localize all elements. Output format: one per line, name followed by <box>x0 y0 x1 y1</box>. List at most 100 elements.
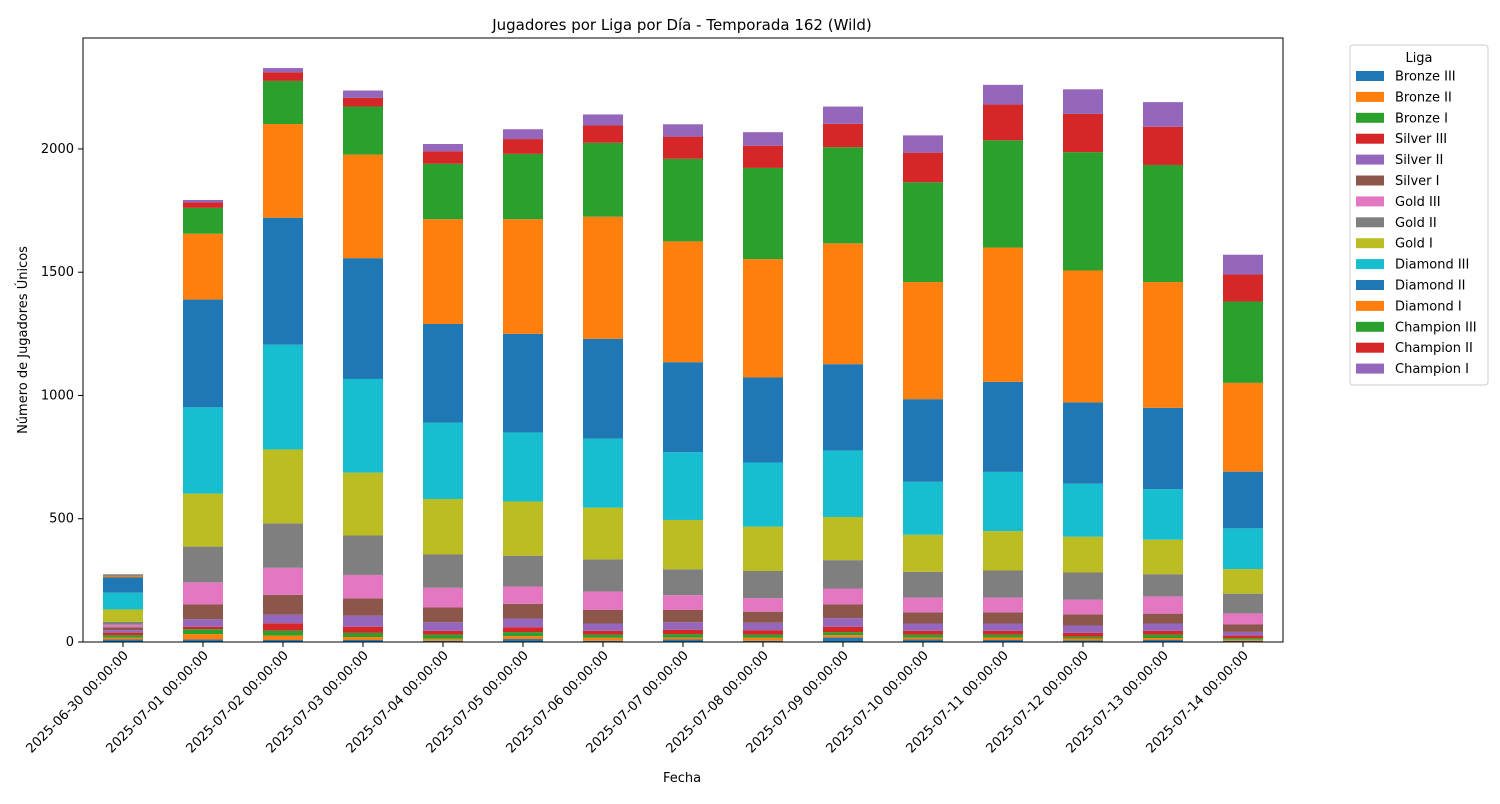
bar-segment <box>983 638 1023 640</box>
bar-segment <box>103 625 143 627</box>
bar-segment <box>183 407 223 493</box>
bar-segment <box>1143 282 1183 408</box>
legend-label: Diamond II <box>1395 279 1466 294</box>
bar-segment <box>743 146 783 168</box>
legend-swatch <box>1356 134 1384 144</box>
bar-segment <box>1143 614 1183 624</box>
bar-segment <box>183 234 223 300</box>
bar-segment <box>343 575 383 598</box>
bar-segment <box>423 499 463 554</box>
bar-segment <box>503 219 543 334</box>
bar-segment <box>343 473 383 536</box>
bar-segment <box>343 98 383 107</box>
legend-label: Bronze III <box>1395 70 1456 85</box>
bar-segment <box>663 124 703 136</box>
bar-segment <box>263 568 303 595</box>
legend-swatch <box>1356 238 1384 248</box>
y-tick-label: 1500 <box>41 265 74 280</box>
bar-segment <box>1143 574 1183 596</box>
bar-segment <box>1223 632 1263 636</box>
legend-label: Silver III <box>1395 132 1447 147</box>
bar-segment <box>663 569 703 595</box>
bar-segment <box>503 139 543 154</box>
bar-segment <box>503 587 543 604</box>
bar-segment <box>503 636 543 639</box>
bar-segment <box>583 631 623 635</box>
bar-segment <box>823 107 863 124</box>
bar-segment <box>503 154 543 219</box>
bar-segment <box>343 633 383 637</box>
bar-segment <box>663 137 703 159</box>
bar-segment <box>583 624 623 631</box>
bar-segment <box>423 324 463 423</box>
bar-segment <box>583 126 623 143</box>
bar-segment <box>503 632 543 636</box>
bar-segment <box>183 547 223 583</box>
bar-segment <box>423 144 463 151</box>
bar-segment <box>263 345 303 450</box>
bar-segment <box>743 527 783 571</box>
bar-segment <box>823 635 863 637</box>
bar-segment <box>103 630 143 632</box>
legend-title: Liga <box>1405 51 1432 66</box>
bar-segment <box>1063 625 1103 632</box>
bar-segment <box>903 572 943 598</box>
bar-segment <box>743 168 783 259</box>
bar-segment <box>743 638 783 641</box>
bar-segment <box>823 560 863 588</box>
bar-segment <box>263 449 303 523</box>
bar-segment <box>1223 569 1263 594</box>
bar-segment <box>103 627 143 630</box>
y-tick-label: 0 <box>66 635 74 650</box>
legend-label: Silver II <box>1395 153 1443 168</box>
bar-segment <box>263 81 303 124</box>
bar-segment <box>1063 639 1103 641</box>
bar-segment <box>903 598 943 613</box>
bar-segment <box>1063 89 1103 114</box>
bar-segment <box>263 218 303 345</box>
legend-label: Silver I <box>1395 174 1439 189</box>
bar-segment <box>903 182 943 282</box>
bar-segment <box>183 627 223 629</box>
bar-segment <box>983 531 1023 570</box>
bar-segment <box>743 132 783 146</box>
legend-swatch <box>1356 196 1384 206</box>
bar-segment <box>1143 489 1183 540</box>
legend-label: Champion I <box>1395 362 1469 377</box>
bar-segment <box>263 595 303 615</box>
bar-segment <box>343 637 383 640</box>
bar-segment <box>743 623 783 630</box>
bar-segment <box>183 202 223 207</box>
bar-segment <box>983 624 1023 631</box>
bar-segment <box>983 635 1023 638</box>
bar-segment <box>903 153 943 183</box>
legend-label: Gold I <box>1395 237 1433 252</box>
bar-segment <box>1143 408 1183 489</box>
bar-segment <box>423 631 463 635</box>
bar-segment <box>103 609 143 621</box>
legend-swatch <box>1356 364 1384 374</box>
bar-segment <box>1063 633 1103 637</box>
bar-segment <box>343 379 383 473</box>
bar-segment <box>1063 572 1103 599</box>
y-axis-label: Número de Jugadores Únicos <box>15 246 31 434</box>
bar-segment <box>503 501 543 555</box>
bar-segment <box>1223 640 1263 641</box>
bar-segment <box>343 598 383 615</box>
bar-segment <box>1063 114 1103 152</box>
bars-layer <box>103 68 1263 642</box>
bar-segment <box>583 508 623 560</box>
bar-segment <box>823 147 863 243</box>
legend-label: Diamond III <box>1395 258 1469 273</box>
bar-segment <box>903 612 943 623</box>
bar-segment <box>583 638 623 641</box>
bar-segment <box>823 638 863 642</box>
legend-swatch <box>1356 155 1384 165</box>
bar-segment <box>1143 624 1183 631</box>
bar-segment <box>1063 614 1103 625</box>
legend-swatch <box>1356 217 1384 227</box>
legend-swatch <box>1356 280 1384 290</box>
bar-segment <box>343 627 383 633</box>
bar-segment <box>1223 255 1263 275</box>
